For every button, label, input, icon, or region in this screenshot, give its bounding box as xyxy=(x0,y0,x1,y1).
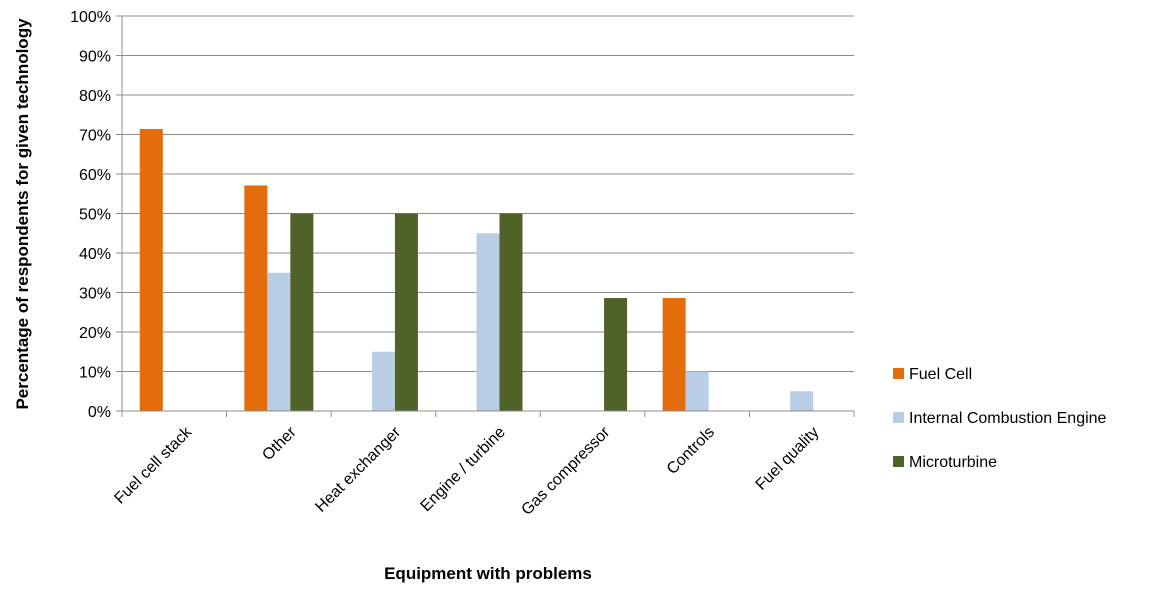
legend-swatch xyxy=(893,368,904,379)
legend-swatch xyxy=(893,412,904,423)
x-tick-label: Fuel quality xyxy=(753,424,823,494)
x-tick-label: Other xyxy=(259,423,300,464)
x-axis-title: Equipment with problems xyxy=(384,564,592,583)
x-tick-label: Fuel cell stack xyxy=(111,423,195,507)
bars xyxy=(139,128,814,411)
y-tick-label: 40% xyxy=(79,246,111,263)
bar-internal-combustion-engine xyxy=(476,233,500,411)
legend-label: Internal Combustion Engine xyxy=(909,410,1107,427)
x-tick-label: Controls xyxy=(664,424,718,478)
bar-fuel-cell xyxy=(662,298,686,411)
bar-fuel-cell xyxy=(139,128,163,411)
y-tick-label: 100% xyxy=(70,9,111,26)
bar-microturbine xyxy=(290,213,314,411)
y-tick-label: 90% xyxy=(79,49,111,66)
bar-internal-combustion-engine xyxy=(790,391,814,411)
y-tick-label: 60% xyxy=(79,167,111,184)
y-axis-title: Percentage of respondents for given tech… xyxy=(13,18,32,410)
y-tick-label: 20% xyxy=(79,325,111,342)
legend-swatch xyxy=(893,456,904,467)
y-tick-label: 10% xyxy=(79,365,111,382)
bar-internal-combustion-engine xyxy=(267,272,291,411)
bar-microturbine xyxy=(394,213,418,411)
bar-internal-combustion-engine xyxy=(685,371,709,411)
x-tick-labels: Fuel cell stack Other Heat exchanger Engine… xyxy=(111,423,822,519)
x-tick-label: Heat exchanger xyxy=(312,423,404,515)
legend: Fuel Cell Internal Combustion Engine Micro… xyxy=(893,366,1107,471)
y-tick-label: 70% xyxy=(79,128,111,145)
bar-microturbine xyxy=(604,298,628,411)
y-tick-label: 0% xyxy=(88,404,111,421)
bar-internal-combustion-engine xyxy=(371,351,395,411)
legend-label: Microturbine xyxy=(909,454,997,471)
y-tick-label: 80% xyxy=(79,88,111,105)
y-tick-label: 50% xyxy=(79,207,111,224)
y-tick-labels: 0% 10% 20% 30% 40% 50% 60% 70% 80% 90% 100% xyxy=(70,9,111,421)
x-tick-label: Gas compressor xyxy=(518,423,613,518)
bar-microturbine xyxy=(499,213,523,411)
y-tick-label: 30% xyxy=(79,286,111,303)
bar-fuel-cell xyxy=(244,185,268,411)
legend-label: Fuel Cell xyxy=(909,366,972,383)
x-tick-label: Engine / turbine xyxy=(418,424,509,515)
